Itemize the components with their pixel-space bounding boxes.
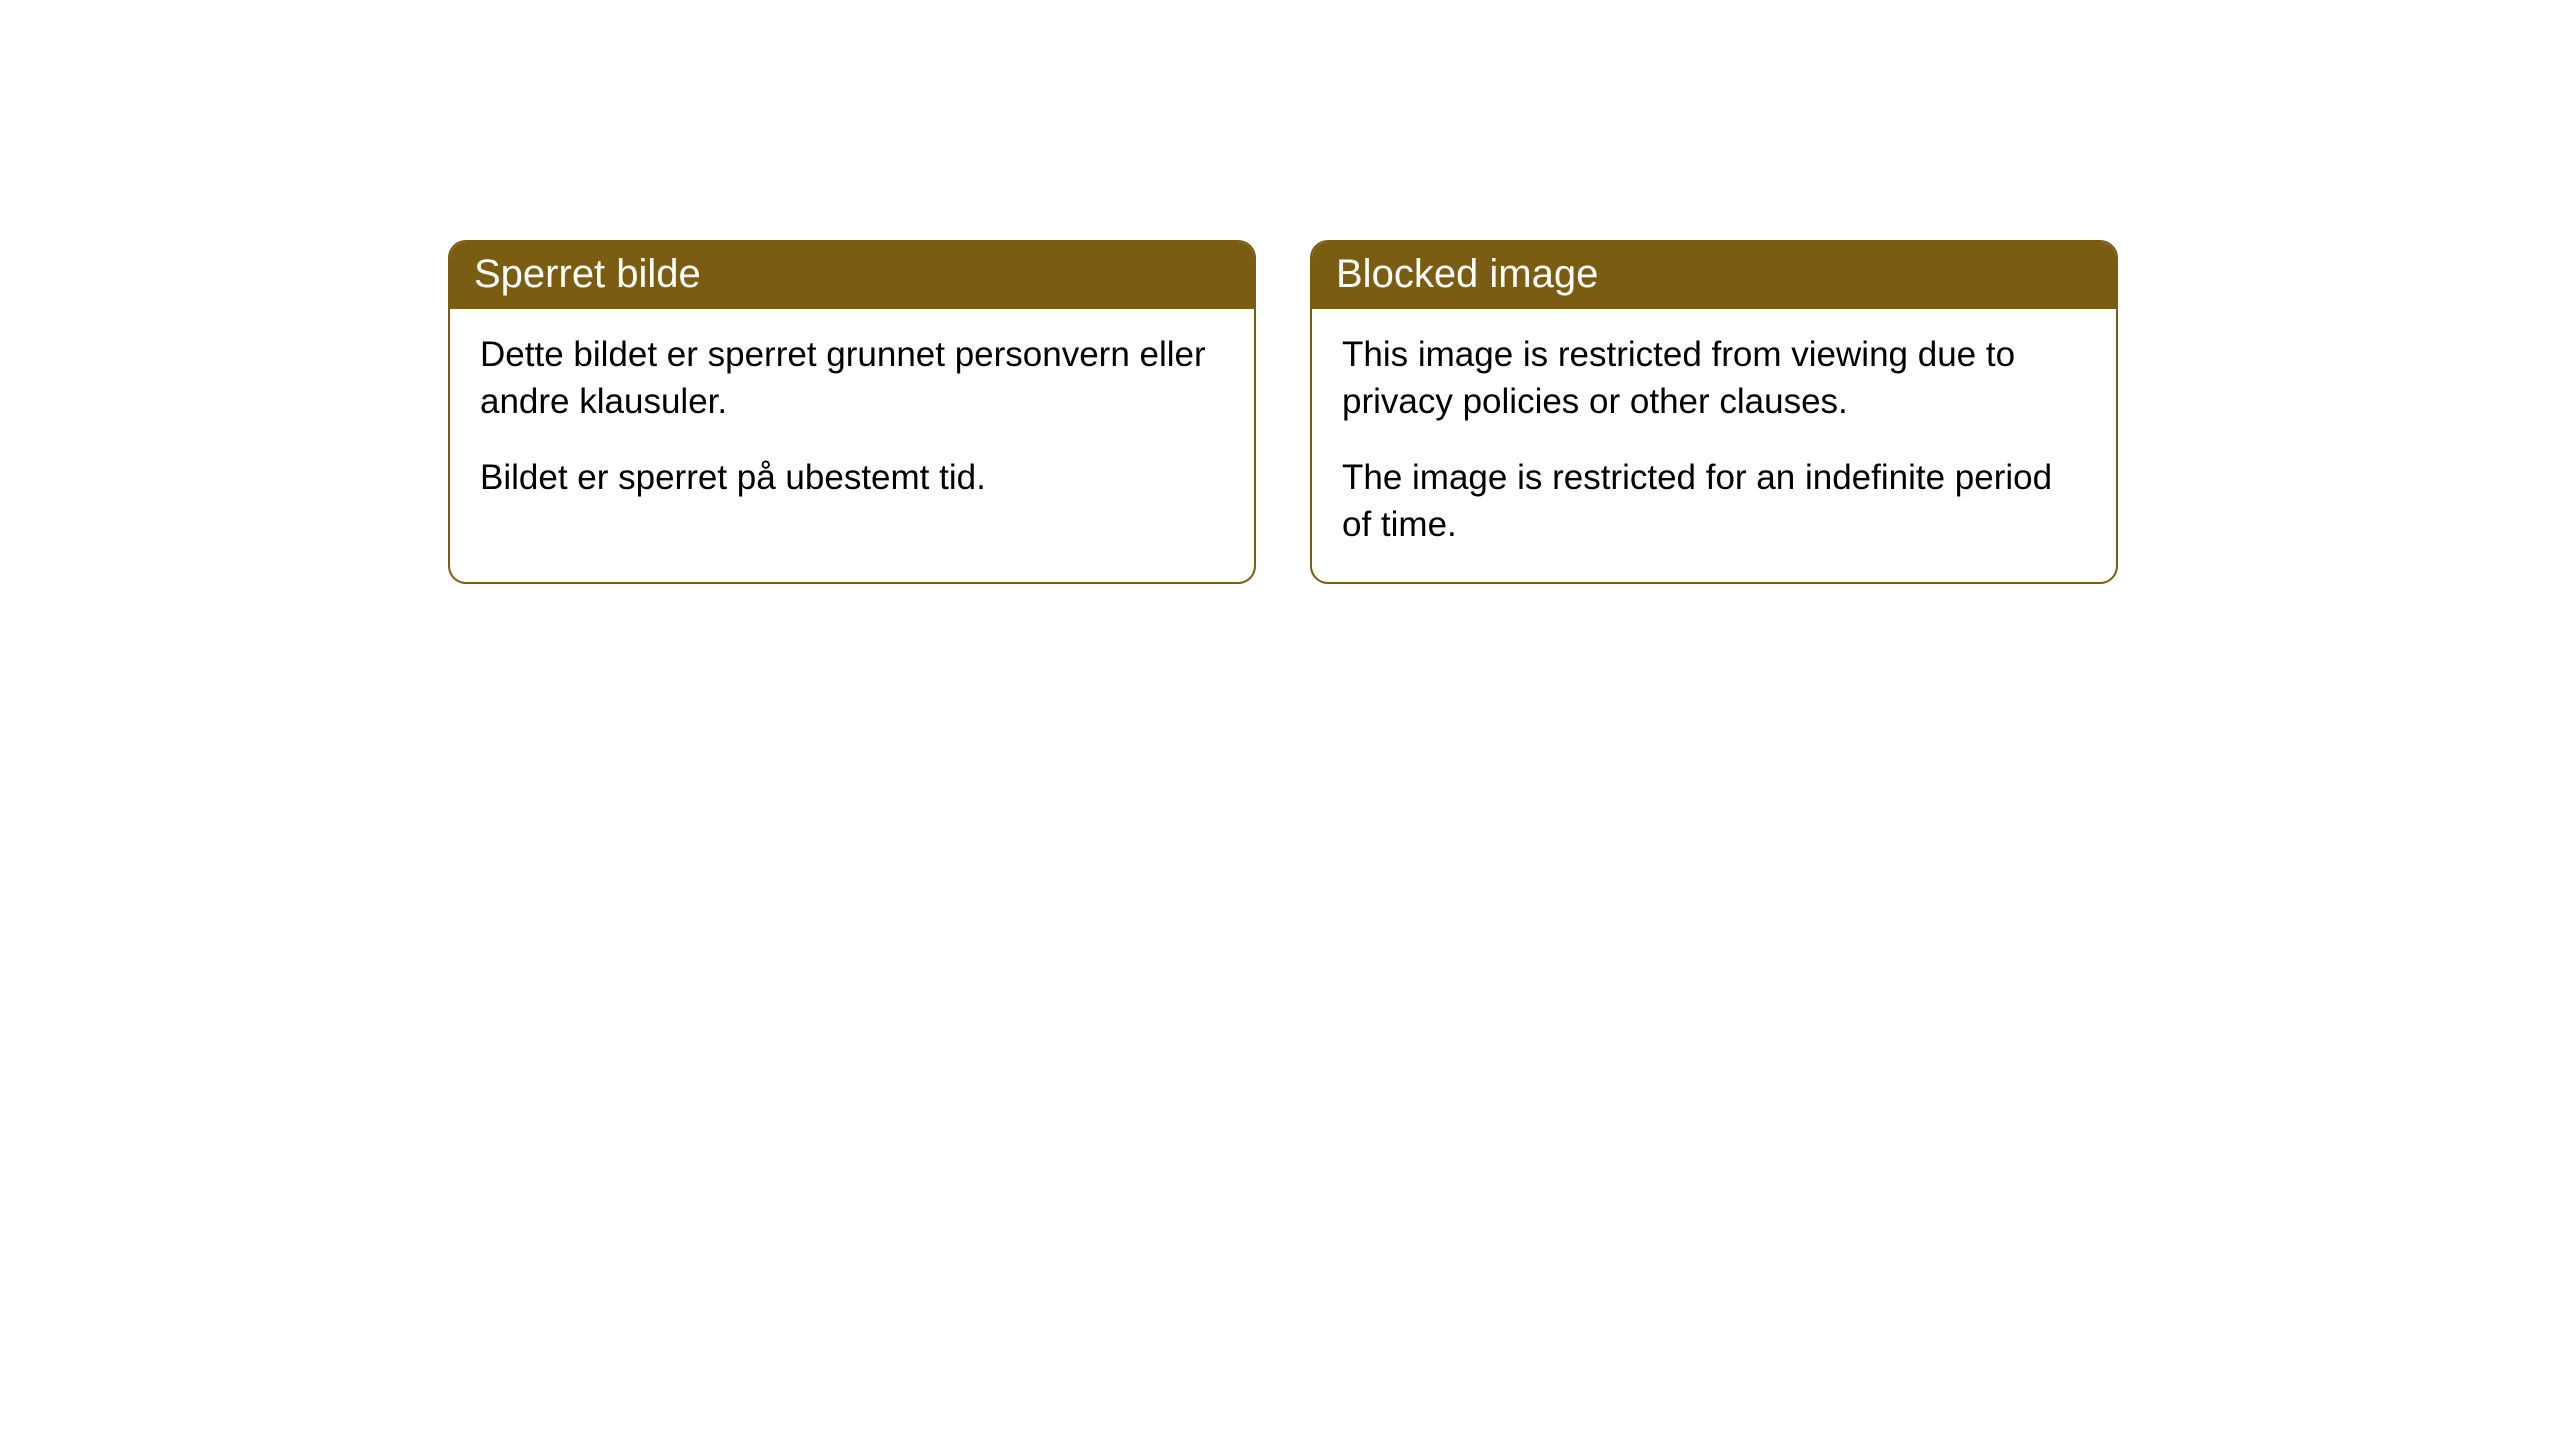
blocked-image-card-norwegian: Sperret bilde Dette bildet er sperret gr… [448, 240, 1256, 584]
card-paragraph: Dette bildet er sperret grunnet personve… [480, 331, 1224, 426]
card-paragraph: The image is restricted for an indefinit… [1342, 454, 2086, 549]
card-paragraph: This image is restricted from viewing du… [1342, 331, 2086, 426]
card-header: Sperret bilde [450, 242, 1254, 309]
card-body: Dette bildet er sperret grunnet personve… [450, 309, 1254, 535]
card-body: This image is restricted from viewing du… [1312, 309, 2116, 582]
card-paragraph: Bildet er sperret på ubestemt tid. [480, 454, 1224, 501]
notice-cards-container: Sperret bilde Dette bildet er sperret gr… [0, 0, 2560, 584]
blocked-image-card-english: Blocked image This image is restricted f… [1310, 240, 2118, 584]
card-header: Blocked image [1312, 242, 2116, 309]
